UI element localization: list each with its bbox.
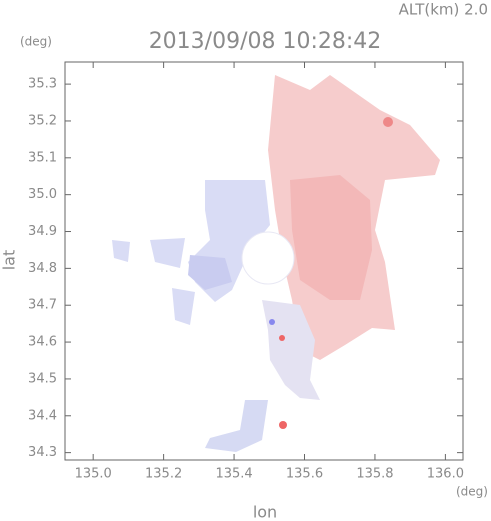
x-unit: (deg) — [456, 485, 488, 499]
x-axis-label: lon — [253, 503, 277, 521]
echo-spot — [279, 421, 287, 429]
y-tick-label: 34.9 — [28, 224, 57, 239]
y-tick-label: 34.3 — [28, 445, 57, 460]
altitude-label: ALT(km) 2.0 — [399, 1, 488, 19]
echo-region-east-core — [290, 175, 372, 300]
echo-spot — [269, 319, 275, 325]
x-tick-label: 135.0 — [75, 467, 112, 482]
y-tick-label: 35.2 — [28, 113, 57, 128]
echo-spot — [383, 117, 393, 127]
y-tick-label: 35.0 — [28, 187, 57, 202]
y-tick-label: 34.4 — [28, 408, 57, 423]
y-tick-label: 35.3 — [28, 77, 57, 92]
echo-region-west-2 — [188, 255, 232, 290]
y-tick-label: 34.6 — [28, 335, 57, 350]
x-tick-label: 135.8 — [356, 467, 393, 482]
y-tick-label: 34.8 — [28, 261, 57, 276]
x-tick-label: 136.0 — [427, 467, 464, 482]
x-tick-label: 135.6 — [286, 467, 323, 482]
plot-frame — [64, 61, 464, 461]
y-axis-label: lat — [0, 250, 19, 271]
echo-field — [112, 75, 440, 452]
echo-region-tail — [205, 400, 268, 452]
radar-site-gap — [241, 231, 295, 285]
x-tick-label: 135.4 — [215, 467, 252, 482]
chart-title: 2013/09/08 10:28:42 — [149, 29, 382, 54]
echo-spot — [279, 335, 285, 341]
y-tick-label: 34.7 — [28, 298, 57, 313]
y-tick-label: 35.1 — [28, 150, 57, 165]
x-tick-label: 135.2 — [145, 467, 182, 482]
echo-region-small — [112, 238, 195, 325]
echo-region-south — [262, 300, 320, 400]
y-unit: (deg) — [20, 35, 52, 49]
y-tick-label: 34.5 — [28, 371, 57, 386]
